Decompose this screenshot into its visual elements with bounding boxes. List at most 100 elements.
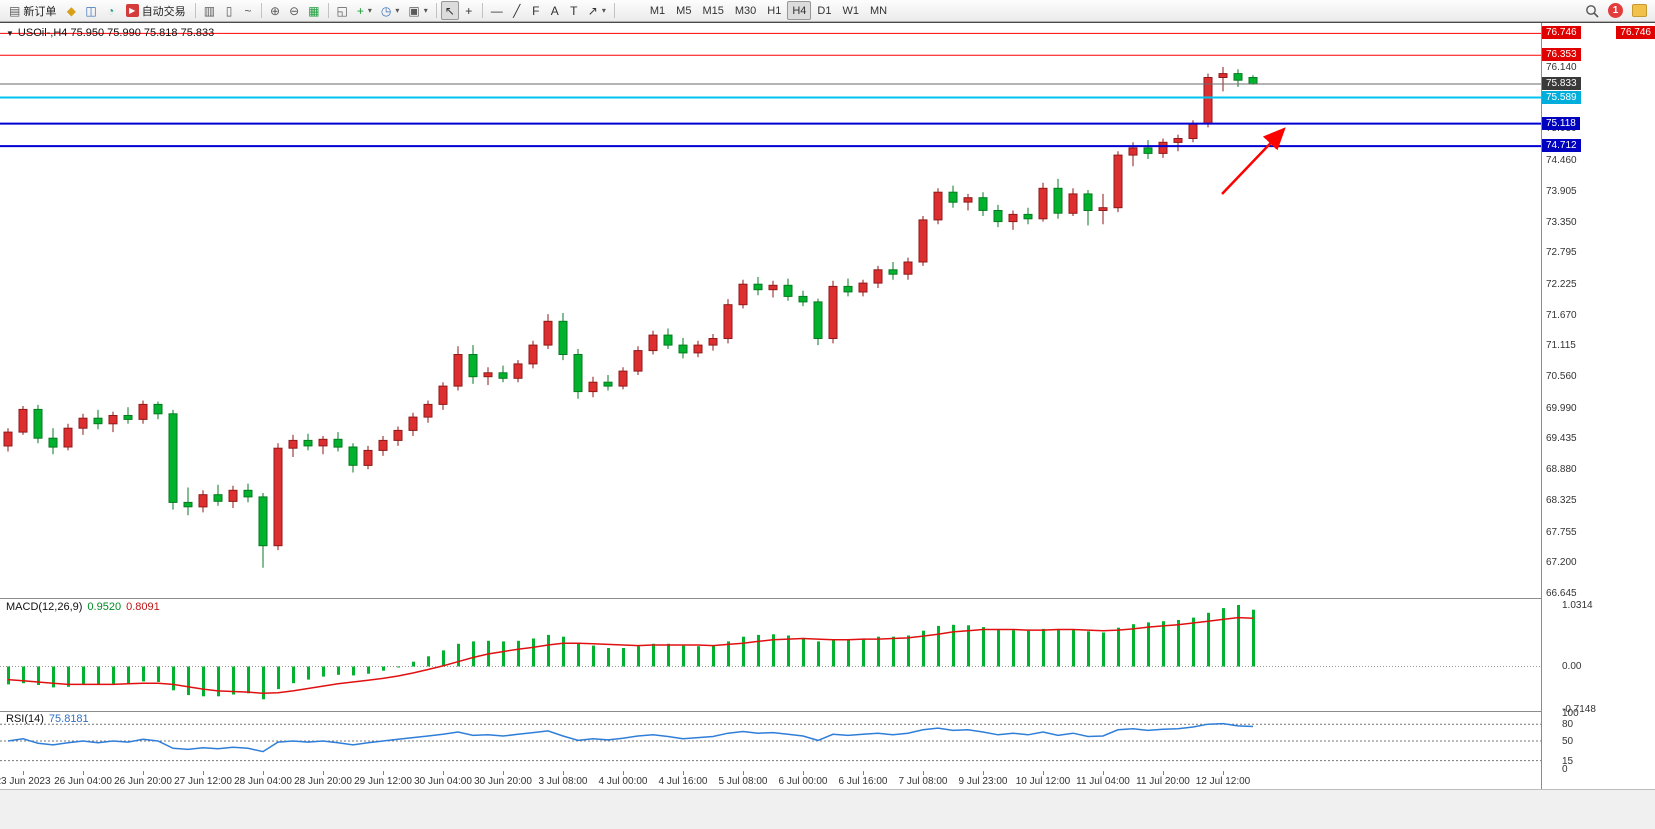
line-chart-button[interactable]: ~ (239, 1, 257, 20)
toolbar-separator (481, 3, 483, 18)
macd-histogram-bar (1177, 620, 1180, 667)
timeframe-button-mn[interactable]: MN (865, 1, 892, 20)
horizontal-line-icon: — (490, 3, 503, 18)
data-window-button[interactable]: ◫ (81, 1, 100, 20)
text-tool-icon: A (550, 3, 559, 18)
time-tick (83, 771, 84, 775)
snapshot-button[interactable]: ▣ ▾ (404, 1, 431, 20)
bottom-filler (0, 789, 1655, 829)
auto-trading-button[interactable]: ▶ 自动交易 (121, 1, 191, 20)
candle-body (813, 301, 823, 339)
navigator-button[interactable]: ◔ (102, 1, 120, 20)
macd-histogram-bar (667, 643, 670, 667)
bar-chart-button[interactable]: ▥ (200, 1, 219, 20)
macd-histogram-bar (787, 635, 790, 667)
candle-body (123, 415, 133, 420)
time-label: 9 Jul 23:00 (958, 776, 1008, 787)
time-label: 7 Jul 08:00 (898, 776, 948, 787)
timeframe-button-m30[interactable]: M30 (730, 1, 761, 20)
panel-separator[interactable] (0, 711, 1655, 712)
macd-histogram-bar (1192, 617, 1195, 667)
text-tool-button[interactable]: A (546, 1, 564, 20)
candle-body (828, 285, 838, 339)
price-label: 73.350 (1546, 217, 1577, 228)
timeframe-button-w1[interactable]: W1 (837, 1, 864, 20)
crosshair-tool-button[interactable]: + (460, 1, 478, 20)
hline-tool-button[interactable]: — (487, 1, 507, 20)
time-label: 27 Jun 12:00 (174, 776, 232, 787)
macd-histogram-bar (1012, 630, 1015, 667)
candle-body (1218, 73, 1228, 78)
macd-histogram-bar (1237, 605, 1240, 667)
time-label: 5 Jul 08:00 (718, 776, 768, 787)
time-axis[interactable]: 23 Jun 2023 26 Jun 04:00 26 Jun 20:00 27 Ju… (0, 771, 1655, 789)
candle-body (498, 372, 508, 379)
candle-body (648, 334, 658, 352)
chevron-down-icon: ▾ (367, 6, 372, 15)
macd-histogram-bar (742, 636, 745, 667)
toolbar-separator (261, 3, 263, 18)
time-tick (803, 771, 804, 775)
chevron-down-icon: ▾ (395, 6, 400, 15)
shapes-tool-button[interactable]: ↗ ▾ (584, 1, 610, 20)
candle-body (348, 446, 358, 466)
trendline-tool-button[interactable]: ╱ (508, 1, 526, 20)
tile-windows-button[interactable]: ◱ (333, 1, 352, 20)
grid-button[interactable]: ▦ (304, 1, 323, 20)
tile-windows-icon: ◱ (336, 3, 348, 18)
cursor-tool-button[interactable]: ↖ (440, 1, 459, 20)
macd-histogram-bar (622, 648, 625, 667)
macd-histogram-bar (367, 666, 370, 674)
macd-histogram-bar (67, 666, 70, 687)
macd-histogram-bar (307, 666, 310, 680)
macd-histogram-bar (112, 666, 115, 684)
panel-separator[interactable] (0, 598, 1655, 599)
price-label: 71.670 (1546, 310, 1577, 321)
macd-histogram-bar (562, 636, 565, 667)
candle-body (693, 344, 703, 354)
fibonacci-tool-button[interactable]: F (527, 1, 545, 20)
candle-body (273, 447, 283, 547)
timeframe-button-m1[interactable]: M1 (645, 1, 670, 20)
macd-canvas[interactable] (0, 598, 1541, 711)
arrow-annotation[interactable] (1221, 127, 1286, 195)
symbol-dropdown-icon[interactable]: ▼ (6, 28, 14, 38)
chat-button[interactable] (1628, 1, 1651, 20)
timeframe-button-h1[interactable]: H1 (762, 1, 786, 20)
cursor-icon: ↖ (444, 3, 455, 18)
price-axis[interactable]: 76.14075.58575.03074.46073.90573.35072.7… (1541, 23, 1655, 789)
candle-body (993, 210, 1003, 223)
candle-body (738, 283, 748, 306)
timeframe-button-h4[interactable]: H4 (787, 1, 812, 20)
candle-chart-button[interactable]: ▯ (220, 1, 238, 20)
search-button[interactable] (1581, 1, 1603, 20)
candle-body (468, 354, 478, 378)
candle-body (1038, 187, 1048, 220)
price-badge: 75.833 (1542, 77, 1581, 90)
rsi-canvas[interactable] (0, 711, 1541, 771)
text-label-tool-button[interactable]: T (565, 1, 583, 20)
price-badge: 76.746 (1542, 26, 1581, 39)
zoom-in-icon: ⊕ (270, 3, 281, 18)
macd-histogram-bar (217, 666, 220, 697)
timeframe-button-m5[interactable]: M5 (671, 1, 696, 20)
notification-badge[interactable]: 1 (1608, 3, 1623, 18)
macd-histogram-bar (922, 630, 925, 667)
new-order-button[interactable]: ▤ 新订单 (4, 1, 61, 20)
period-button[interactable]: ◷ ▾ (377, 1, 404, 20)
price-chart-canvas[interactable] (0, 23, 1541, 598)
macd-histogram-bar (832, 639, 835, 667)
candle-body (618, 370, 628, 387)
candle-body (723, 304, 733, 340)
timeframe-button-d1[interactable]: D1 (812, 1, 836, 20)
candle-body (1113, 154, 1123, 209)
timeframe-button-m15[interactable]: M15 (697, 1, 728, 20)
candle-body (903, 261, 913, 275)
zoom-out-button[interactable]: ⊖ (285, 1, 303, 20)
zoom-in-button[interactable]: ⊕ (266, 1, 284, 20)
market-watch-button[interactable]: ◆ (62, 1, 80, 20)
macd-histogram-bar (652, 643, 655, 667)
new-chart-button[interactable]: + ▾ (353, 1, 376, 20)
time-tick (1103, 771, 1104, 775)
time-tick (1163, 771, 1164, 775)
